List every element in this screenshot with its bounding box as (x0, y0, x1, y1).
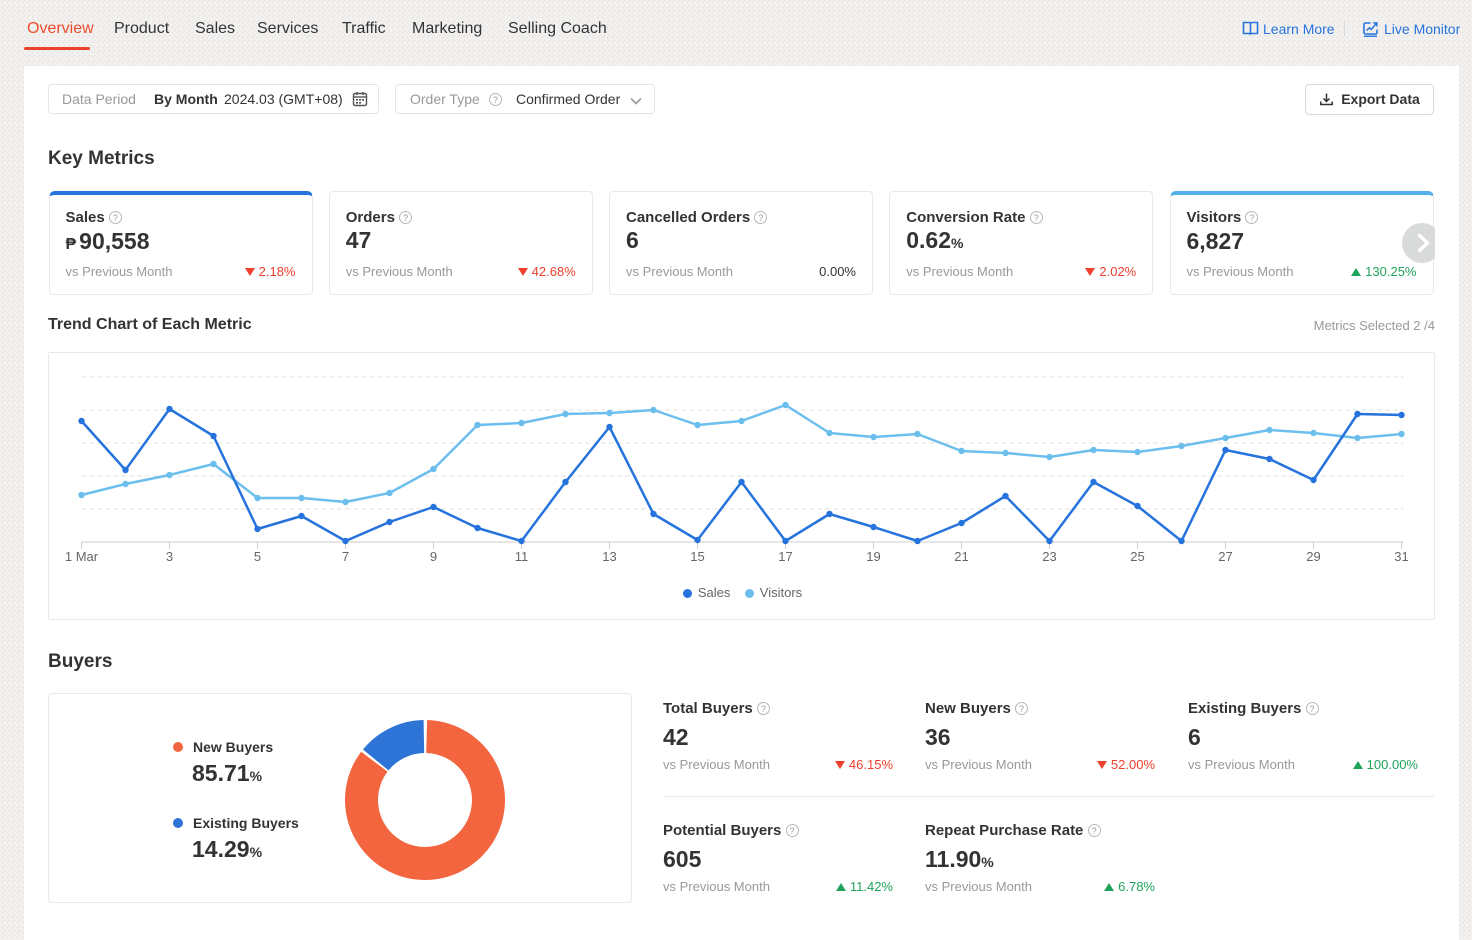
svg-text:1 Mar: 1 Mar (65, 549, 99, 564)
svg-text:29: 29 (1306, 549, 1320, 564)
svg-text:7: 7 (342, 549, 349, 564)
svg-text:5: 5 (254, 549, 261, 564)
svg-text:11: 11 (515, 549, 529, 564)
svg-text:21: 21 (954, 549, 968, 564)
svg-text:15: 15 (690, 549, 704, 564)
svg-text:31: 31 (1394, 549, 1408, 564)
svg-text:17: 17 (778, 549, 792, 564)
svg-text:13: 13 (602, 549, 616, 564)
svg-text:25: 25 (1130, 549, 1144, 564)
svg-text:27: 27 (1218, 549, 1232, 564)
svg-text:9: 9 (430, 549, 437, 564)
svg-text:23: 23 (1042, 549, 1056, 564)
svg-text:19: 19 (866, 549, 880, 564)
svg-text:3: 3 (166, 549, 173, 564)
